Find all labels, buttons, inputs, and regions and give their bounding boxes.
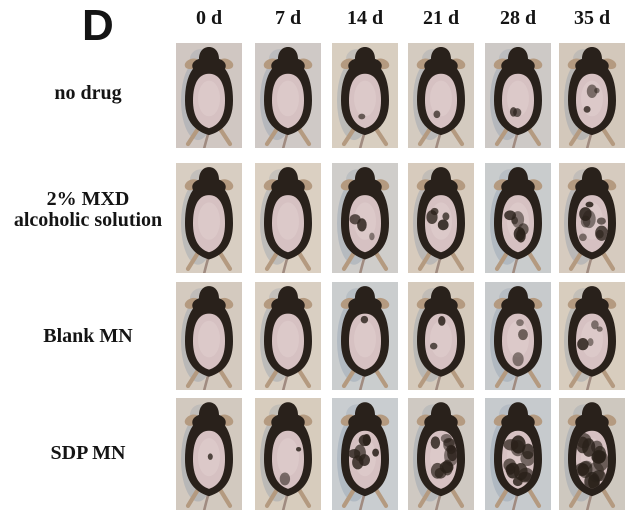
mouse-photo-sdp-mn-0d: [176, 398, 242, 510]
mouse-photo-mxd-21d: [408, 163, 474, 273]
mouse-photo-sdp-mn-21d: [408, 398, 474, 510]
mouse-photo-blank-mn-35d: [559, 282, 625, 390]
group-label-blank-mn: Blank MN: [0, 326, 176, 347]
mouse-photo-no-drug-28d: [485, 43, 551, 148]
mouse-photo-no-drug-14d: [332, 43, 398, 148]
mouse-photo-blank-mn-7d: [255, 282, 321, 390]
mouse-photo-sdp-mn-28d: [485, 398, 551, 510]
mouse-photo-no-drug-0d: [176, 43, 242, 148]
mouse-photo-sdp-mn-14d: [332, 398, 398, 510]
mouse-photo-blank-mn-21d: [408, 282, 474, 390]
mouse-photo-sdp-mn-35d: [559, 398, 625, 510]
mouse-photo-sdp-mn-7d: [255, 398, 321, 510]
mouse-photo-mxd-14d: [332, 163, 398, 273]
mouse-photo-no-drug-21d: [408, 43, 474, 148]
timepoint-label-14d: 14 d: [346, 7, 384, 29]
group-label-sdp-mn: SDP MN: [0, 443, 176, 464]
group-label-text: alcoholic solution: [13, 209, 163, 231]
timepoint-label-7d: 7 d: [274, 7, 302, 29]
group-label-no-drug: no drug: [0, 83, 176, 104]
mouse-photo-blank-mn-14d: [332, 282, 398, 390]
mouse-photo-mxd-35d: [559, 163, 625, 273]
timepoint-label-35d: 35 d: [573, 7, 611, 29]
group-label-text: SDP MN: [50, 442, 126, 464]
group-label-mxd-solution: 2% MXD alcoholic solution: [0, 189, 176, 231]
mouse-photo-mxd-7d: [255, 163, 321, 273]
mouse-photo-mxd-0d: [176, 163, 242, 273]
group-label-text: 2% MXD: [46, 188, 130, 210]
mouse-photo-no-drug-35d: [559, 43, 625, 148]
panel-label: D: [82, 1, 114, 50]
mouse-photo-blank-mn-0d: [176, 282, 242, 390]
mouse-photo-mxd-28d: [485, 163, 551, 273]
timepoint-label-21d: 21 d: [422, 7, 460, 29]
mouse-photo-blank-mn-28d: [485, 282, 551, 390]
timepoint-label-0d: 0 d: [195, 7, 223, 29]
timepoint-label-28d: 28 d: [499, 7, 537, 29]
group-label-text: no drug: [54, 82, 122, 104]
mouse-photo-no-drug-7d: [255, 43, 321, 148]
group-label-text: Blank MN: [43, 325, 133, 347]
